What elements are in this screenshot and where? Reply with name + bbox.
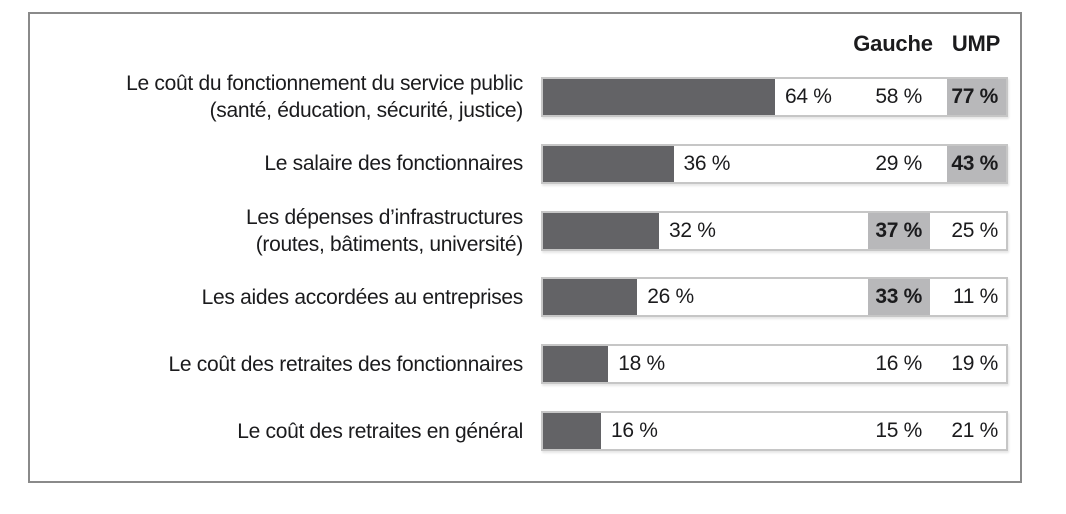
bar-track: 33 % 11 % 26 %: [541, 277, 1008, 318]
gauche-value: 16 %: [875, 352, 922, 376]
category-label-line: (routes, bâtiments, université): [255, 232, 524, 256]
gauche-cell: 29 %: [868, 146, 930, 182]
ump-value: 21 %: [951, 419, 998, 442]
category-label: Le coût du fonctionnement du service pub…: [28, 72, 523, 122]
gauche-value: 37 %: [875, 218, 922, 242]
ump-cell: 43 %: [947, 145, 1006, 182]
category-label: Le coût des retraites des fonctionnaires: [28, 344, 523, 384]
category-label-line: Le salaire des fonctionnaires: [264, 152, 523, 176]
category-label-line: Le coût du fonctionnement du service pub…: [126, 72, 523, 95]
ump-cell: 21 %: [947, 413, 1006, 449]
bar-track: 37 % 25 % 32 %: [541, 210, 1008, 251]
category-label-line: Les dépenses d’infrastructures: [246, 205, 523, 229]
bar-track: 58 % 77 % 64 %: [541, 77, 1008, 117]
category-label: Les dépenses d’infrastructures (routes, b…: [28, 206, 523, 256]
bar-row: Les aides accordées au entreprises 33 % 11…: [0, 277, 1066, 318]
bar-row: Le coût des retraites des fonctionnaires…: [0, 344, 1066, 385]
bar-row: Les dépenses d’infrastructures (routes, b…: [0, 206, 1066, 256]
total-value: 64 %: [785, 85, 832, 108]
bar-row: Le coût du fonctionnement du service pub…: [0, 72, 1066, 122]
category-label: Le salaire des fonctionnaires: [28, 144, 523, 184]
ump-value: 19 %: [951, 352, 998, 376]
gauche-value: 33 %: [875, 285, 922, 309]
ump-cell: 11 %: [947, 279, 1006, 315]
gauche-cell: 15 %: [868, 413, 930, 449]
ump-value: 11 %: [952, 285, 998, 309]
ump-cell: 77 %: [947, 79, 1006, 115]
total-value: 32 %: [669, 218, 716, 242]
gauche-cell: 58 %: [868, 79, 930, 115]
category-label: Le coût des retraites en général: [28, 411, 523, 451]
gauche-cell: 16 %: [868, 346, 930, 382]
bar-fill: [543, 79, 775, 115]
total-value: 26 %: [647, 285, 694, 309]
bar-fill: [543, 413, 601, 449]
ump-cell: 19 %: [947, 346, 1006, 382]
total-value: 36 %: [683, 151, 731, 175]
total-value: 16 %: [611, 419, 658, 442]
bar-track: 16 % 19 % 18 %: [541, 344, 1008, 385]
bar-fill: [543, 145, 674, 182]
bar-fill: [543, 346, 609, 383]
gauche-value: 58 %: [875, 85, 922, 108]
ump-value: 25 %: [951, 218, 998, 242]
gauche-cell: 33 %: [868, 279, 930, 316]
category-label-line: Le coût des retraites des fonctionnaires: [168, 352, 523, 376]
gauche-value: 15 %: [875, 419, 922, 442]
bar-fill: [543, 279, 638, 316]
gauche-value: 29 %: [875, 151, 922, 175]
category-label: Les aides accordées au entreprises: [28, 277, 524, 317]
ump-cell: 25 %: [947, 213, 1006, 249]
column-header-gauche: Gauche: [853, 31, 933, 56]
gauche-cell: 37 %: [868, 212, 930, 249]
category-label-line: (santé, éducation, sécurité, justice): [209, 99, 524, 122]
category-label-line: Le coût des retraites en général: [237, 419, 523, 443]
bar-row: Le coût des retraites en général 15 % 21 %…: [0, 411, 1066, 451]
total-value: 18 %: [618, 352, 665, 376]
bar-fill: [543, 212, 659, 249]
ump-value: 43 %: [951, 151, 998, 175]
bar-row: Le salaire des fonctionnaires 29 % 43 % 36 …: [0, 143, 1066, 184]
bar-track: 29 % 43 % 36 %: [541, 143, 1008, 184]
category-label-line: Les aides accordées au entreprises: [201, 285, 524, 309]
bar-track: 15 % 21 % 16 %: [541, 411, 1008, 451]
column-header-ump: UMP: [951, 31, 1001, 56]
ump-value: 77 %: [951, 85, 998, 108]
